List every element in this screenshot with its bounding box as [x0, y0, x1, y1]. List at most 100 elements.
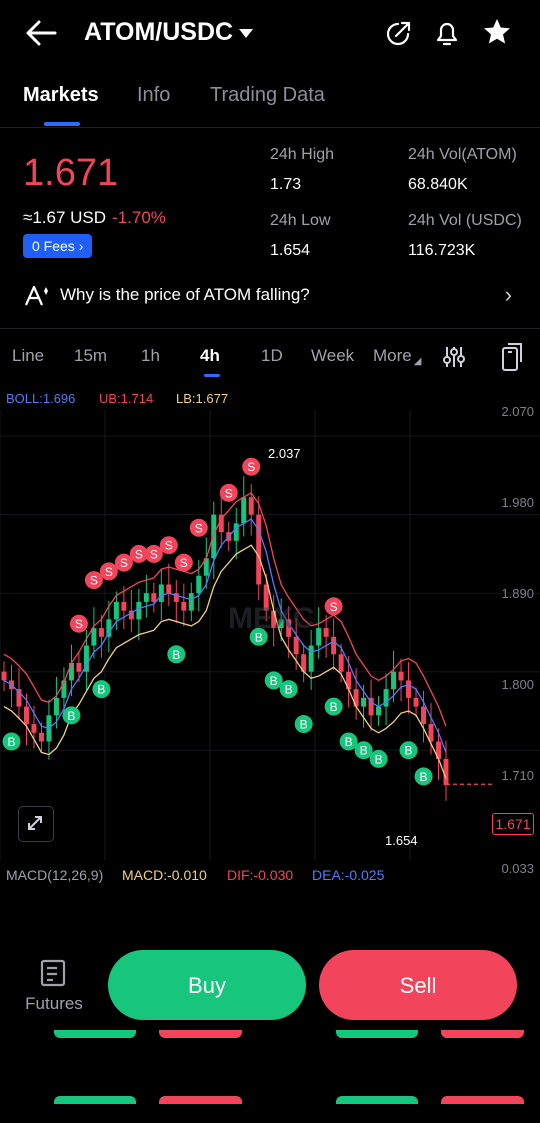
candle-body [233, 523, 239, 541]
active-timeframe-indicator [204, 374, 220, 377]
more-label: More [373, 346, 412, 365]
timeframe-4h[interactable]: 4h [200, 346, 220, 365]
ub-value: UB:1.714 [99, 391, 154, 406]
candle-body [188, 593, 194, 611]
timeframe-line[interactable]: Line [12, 346, 45, 365]
y-tick: 1.710 [501, 768, 534, 783]
futures-button[interactable]: Futures [24, 958, 84, 1014]
fullscreen-button[interactable] [18, 806, 54, 842]
high-marker: 2.037 [268, 446, 301, 461]
sell-signal-marker [242, 457, 261, 476]
candle-body [398, 671, 404, 681]
candle-body [113, 601, 119, 620]
depth-bar-ask [441, 1030, 524, 1038]
star-icon[interactable] [482, 17, 512, 47]
sell-signal-marker [129, 544, 148, 563]
dif-value: DIF:-0.030 [227, 867, 294, 883]
tab-markets[interactable]: Markets [23, 84, 99, 106]
main-tabs: Markets Info Trading Data [0, 84, 540, 128]
indicator-settings-icon[interactable] [441, 344, 467, 370]
timeframe-week[interactable]: Week [311, 346, 355, 365]
tab-info[interactable]: Info [137, 84, 171, 106]
macd-y-tick: 0.033 [501, 861, 534, 876]
dea-value: DEA:-0.025 [312, 867, 385, 883]
buy-signal-label: B [97, 683, 105, 697]
sell-signal-marker [84, 571, 103, 590]
candle-body [361, 697, 367, 707]
high-value: 1.73 [270, 176, 302, 193]
candle-body [76, 662, 82, 672]
boll-upper-line [3, 492, 447, 727]
vol-base-label: 24h Vol(ATOM) [408, 146, 517, 163]
sell-signal-marker [144, 544, 163, 563]
chevron-right-icon: › [78, 238, 84, 254]
buy-signal-label: B [7, 735, 15, 749]
buy-signal-label: B [375, 752, 383, 766]
current-price-tag: 1.671 [492, 813, 534, 835]
pair-title[interactable]: ATOM/USDC [84, 18, 254, 47]
candle-body [83, 645, 89, 672]
buy-signal-label: B [300, 718, 308, 732]
sell-signal-label: S [195, 521, 203, 535]
candle-body [61, 680, 67, 698]
buy-button[interactable]: Buy [108, 950, 306, 1020]
candle-body [368, 697, 374, 716]
candle-body [256, 514, 262, 585]
candle-body [23, 706, 29, 725]
candle-body [301, 654, 307, 672]
share-icon[interactable] [384, 18, 414, 48]
buy-signal-label: B [420, 770, 428, 784]
dropdown-caret-icon [239, 28, 254, 38]
buy-signal-marker [354, 741, 373, 760]
price-insight-row[interactable]: Why is the price of ATOM falling? › [24, 282, 518, 309]
high-label: 24h High [270, 146, 335, 163]
back-arrow-icon[interactable] [24, 18, 58, 48]
fees-badge[interactable]: 0 Fees › [23, 234, 93, 258]
futures-label: Futures [25, 994, 83, 1013]
lb-value: LB:1.677 [176, 391, 229, 406]
candle-body [316, 628, 322, 646]
low-value: 1.654 [270, 242, 311, 259]
candle-body [271, 610, 277, 629]
buy-signal-marker [264, 671, 283, 690]
sell-signal-label: S [165, 539, 173, 553]
vol-quote-value: 116.723K [408, 242, 476, 259]
buy-signal-marker [62, 706, 81, 725]
depth-bar-bid [54, 1096, 136, 1104]
sell-signal-label: S [120, 556, 128, 570]
sell-signal-marker [69, 614, 88, 633]
timeframe-more[interactable]: More ◢ [373, 346, 421, 367]
depth-bar-bid [336, 1096, 418, 1104]
candle-body [278, 619, 284, 629]
tab-trading-data[interactable]: Trading Data [210, 84, 325, 106]
candle-body [353, 689, 359, 707]
sell-button[interactable]: Sell [319, 950, 517, 1020]
change-percent: -1.70% [112, 208, 166, 227]
y-tick: 1.890 [501, 586, 534, 601]
buy-signal-marker [414, 767, 433, 786]
depth-bar-ask [159, 1030, 242, 1038]
candle-body [128, 610, 134, 620]
boll-lower-line [3, 544, 447, 779]
low-marker: 1.654 [385, 833, 418, 848]
candle-body [68, 662, 74, 681]
candle-body [1, 671, 7, 681]
depth-bar-ask [159, 1096, 242, 1104]
buy-signal-label: B [330, 700, 338, 714]
sell-signal-label: S [247, 460, 255, 474]
timeframe-1d[interactable]: 1D [261, 346, 283, 365]
landscape-mode-icon[interactable] [499, 342, 525, 372]
timeframe-1h[interactable]: 1h [141, 346, 160, 365]
buy-signal-marker [249, 627, 268, 646]
depth-bar-ask [441, 1096, 524, 1104]
sell-signal-marker [324, 597, 343, 616]
buy-signal-label: B [172, 648, 180, 662]
sell-signal-marker [174, 553, 193, 572]
usd-value: ≈1.67 USD [23, 208, 107, 227]
insight-text: Why is the price of ATOM falling? [60, 285, 310, 304]
vol-quote-label: 24h Vol (USDC) [408, 212, 522, 229]
fees-label: 0 Fees [32, 238, 75, 254]
sell-signal-marker [219, 483, 238, 502]
bell-icon[interactable] [432, 17, 462, 49]
timeframe-15m[interactable]: 15m [74, 346, 108, 365]
